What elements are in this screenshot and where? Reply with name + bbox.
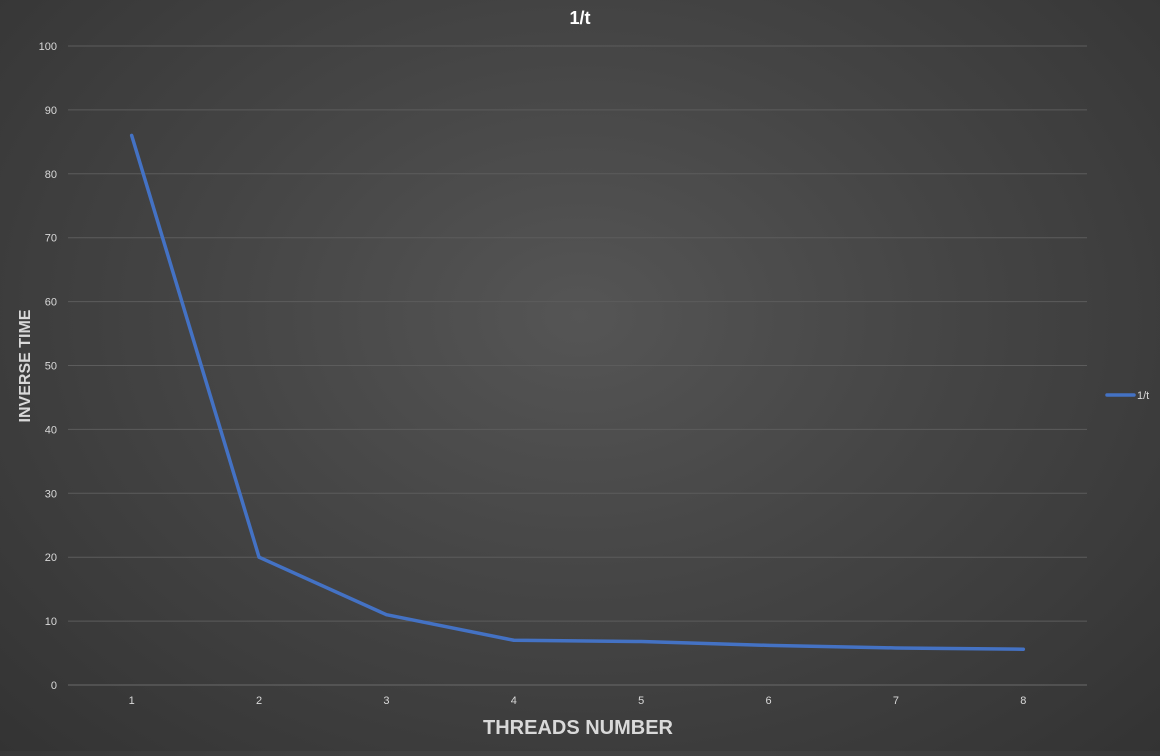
x-tick-label: 4 <box>511 695 517 707</box>
data-point <box>257 555 261 559</box>
y-tick-label: 30 <box>45 488 57 500</box>
data-point <box>894 646 898 650</box>
x-tick-label: 5 <box>638 695 644 707</box>
x-tick-label: 2 <box>256 695 262 707</box>
x-tick-labels: 1 2 3 4 5 6 7 8 <box>129 695 1027 707</box>
y-tick-label: 0 <box>51 680 57 692</box>
x-tick-label: 6 <box>766 695 772 707</box>
y-axis-label: INVERSE TIME <box>17 309 34 422</box>
x-axis-label: THREADS NUMBER <box>483 717 674 739</box>
series-line-0 <box>129 133 1026 651</box>
data-point <box>767 643 771 647</box>
legend-label-1-t: 1/t <box>1137 390 1149 402</box>
y-tick-label: 50 <box>45 361 57 373</box>
series-layer <box>129 133 1026 651</box>
y-tick-label: 90 <box>45 105 57 117</box>
y-tick-label: 100 <box>39 41 57 53</box>
data-point <box>639 640 643 644</box>
y-tick-label: 40 <box>45 424 57 436</box>
data-point <box>1021 647 1025 651</box>
y-tick-label: 80 <box>45 169 57 181</box>
data-point <box>384 613 388 617</box>
x-tick-label: 3 <box>383 695 389 707</box>
chart-title: 1/t <box>569 8 590 28</box>
x-tick-label: 1 <box>129 695 135 707</box>
y-tick-label: 20 <box>45 552 57 564</box>
y-tick-label: 10 <box>45 616 57 628</box>
gridlines <box>68 45 1087 686</box>
data-point <box>512 638 516 642</box>
legend: 1/t <box>1105 390 1149 402</box>
x-tick-label: 7 <box>893 695 899 707</box>
y-tick-label: 70 <box>45 233 57 245</box>
y-tick-labels: 0 10 20 30 40 50 60 70 80 90 100 <box>39 41 57 692</box>
x-tick-label: 8 <box>1020 695 1026 707</box>
data-point <box>130 133 134 137</box>
y-tick-label: 60 <box>45 297 57 309</box>
